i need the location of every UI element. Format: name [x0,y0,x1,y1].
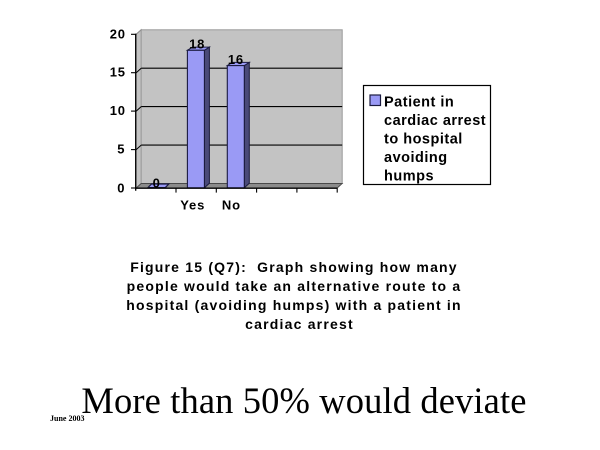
svg-text:to hospital: to hospital [384,132,463,148]
svg-text:18: 18 [189,37,205,52]
svg-text:20: 20 [110,26,126,41]
svg-text:No: No [222,197,241,212]
svg-text:0: 0 [117,180,125,195]
svg-text:0: 0 [153,175,161,190]
svg-text:5: 5 [117,141,125,156]
svg-text:avoiding: avoiding [384,150,448,166]
svg-text:Yes: Yes [180,197,205,212]
svg-text:10: 10 [110,103,126,118]
svg-text:16: 16 [228,52,244,67]
svg-text:Patient in: Patient in [384,95,454,111]
svg-text:cardiac arrest: cardiac arrest [384,113,486,129]
svg-text:humps: humps [384,169,434,185]
svg-text:15: 15 [110,65,126,80]
